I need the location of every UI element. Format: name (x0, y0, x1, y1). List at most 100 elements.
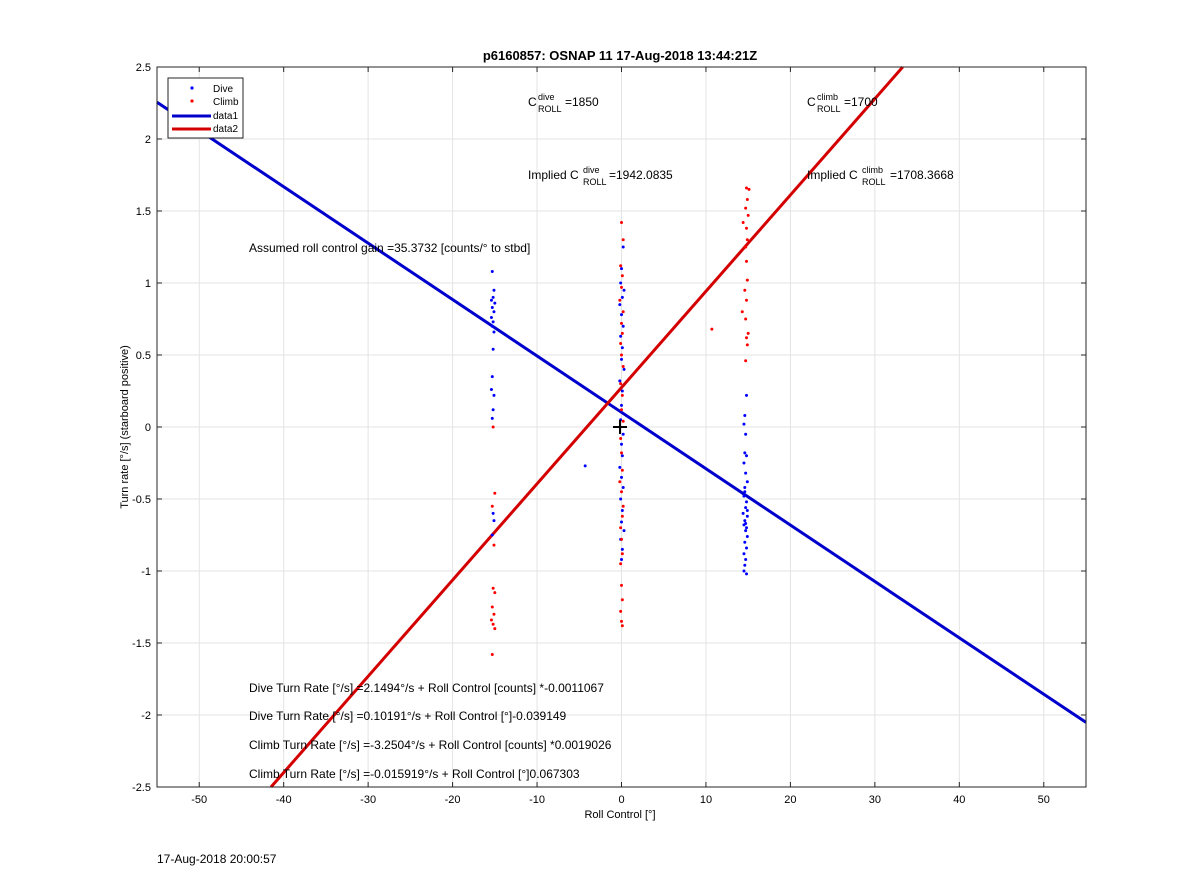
dive-point (490, 375, 494, 379)
svg-text:ROLL: ROLL (817, 104, 841, 114)
climb-point (744, 259, 748, 263)
climb-point (620, 490, 623, 494)
climb-point (745, 197, 749, 201)
dive-point (744, 529, 748, 533)
svg-text:dive: dive (538, 92, 555, 102)
climb-point (493, 627, 497, 631)
dive-point (745, 514, 749, 518)
dive-point (490, 416, 494, 420)
climb-point (621, 504, 625, 508)
dive-point (745, 534, 749, 538)
y-tick-label: 0.5 (136, 350, 151, 362)
climb-point (620, 408, 623, 412)
climb-point (492, 612, 496, 616)
climb-point (619, 341, 623, 345)
annotation-c-climb: C climb ROLL =1700 (807, 92, 878, 114)
annotation-gain: Assumed roll control gain =35.3732 [coun… (249, 241, 530, 255)
dive-point (743, 563, 747, 567)
chart-title: p6160857: OSNAP 11 17-Aug-2018 13:44:21Z (483, 48, 757, 63)
dive-point (619, 334, 623, 338)
climb-point (740, 310, 744, 314)
dive-point (744, 393, 748, 397)
dive-point (622, 529, 626, 533)
climb-point (744, 186, 748, 190)
svg-text:ROLL: ROLL (583, 177, 607, 187)
climb-point (744, 226, 748, 230)
dive-point (744, 526, 748, 530)
svg-text:Implied C: Implied C (528, 168, 579, 182)
climb-point (618, 480, 622, 484)
dive-point (744, 521, 748, 525)
x-tick-label: 20 (784, 794, 796, 806)
dive-point (618, 379, 622, 383)
legend-data1-label: data1 (213, 111, 238, 122)
y-tick-label: -1.5 (132, 638, 151, 650)
x-tick-label: 0 (618, 794, 624, 806)
legend-dive-label: Dive (213, 84, 233, 95)
dive-point (620, 403, 623, 407)
y-tick-label: 1.5 (136, 206, 151, 218)
legend-dive-marker (190, 86, 194, 90)
climb-point (619, 264, 623, 268)
climb-point (745, 238, 749, 242)
dive-point (490, 305, 494, 309)
climb-point (493, 591, 497, 595)
climb-point (621, 238, 625, 242)
dive-point (492, 288, 496, 292)
climb-point (620, 468, 624, 472)
dive-point (618, 465, 622, 469)
dive-point (490, 324, 494, 328)
climb-point (747, 187, 751, 191)
dive-point (620, 557, 623, 561)
climb-point (620, 583, 623, 587)
dive-point (622, 288, 626, 292)
climb-point (620, 274, 624, 278)
climb-point (620, 331, 624, 335)
climb-point (620, 321, 623, 325)
svg-text:ROLL: ROLL (538, 104, 562, 114)
ticks: -50 -40 -30 -20 -10 0 10 20 30 40 50-2.5-2-1.5-1-0… (132, 62, 1086, 806)
climb-point (492, 543, 496, 547)
print-timestamp: 17-Aug-2018 20:00:57 (157, 852, 277, 866)
climb-point (621, 365, 625, 369)
y-axis-label: Turn rate [°/s] (starboard positive) (119, 345, 131, 509)
legend-climb-label: Climb (213, 97, 239, 108)
climb-point (746, 213, 750, 217)
dive-point (620, 346, 624, 350)
dive-point (744, 557, 748, 561)
dive-point (620, 313, 623, 317)
svg-text:climb: climb (862, 165, 883, 175)
x-tick-label: 40 (953, 794, 965, 806)
annotation-implied-climb: Implied C climb ROLL =1708.3668 (807, 165, 954, 187)
svg-text:=1700: =1700 (844, 95, 878, 109)
climb-point (621, 419, 625, 423)
dive-point (620, 389, 624, 393)
fit-line-data2 (269, 66, 904, 788)
dive-point (620, 509, 624, 513)
climb-point (490, 504, 494, 508)
dive-point (620, 267, 623, 271)
climb-point (619, 562, 623, 566)
svg-text:=1708.3668: =1708.3668 (890, 168, 954, 182)
dive-point (583, 464, 587, 468)
climb-point (620, 393, 624, 397)
dive-point (489, 388, 493, 392)
dive-point (620, 520, 623, 524)
dive-point (745, 509, 749, 513)
dive-point (742, 461, 746, 465)
dive-point (743, 485, 747, 489)
climb-point (620, 353, 623, 357)
climb-point (744, 298, 748, 302)
annotation-eq-climb-counts: Climb Turn Rate [°/s] =-3.2504°/s + Roll… (249, 738, 612, 752)
legend-climb-marker (190, 99, 194, 103)
annotation-c-dive: C dive ROLL =1850 (528, 92, 599, 114)
dive-point (491, 320, 495, 324)
dive-point (491, 408, 495, 412)
annotation-eq-climb-degrees: Climb Turn Rate [°/s] =-0.015919°/s + Ro… (249, 767, 580, 781)
dive-point (492, 310, 496, 314)
y-tick-label: 1 (145, 278, 151, 290)
series-climb (489, 186, 751, 657)
legend: Dive Climb data1 data2 (167, 77, 244, 139)
y-tick-label: 0 (145, 422, 151, 434)
data-points (489, 186, 751, 657)
